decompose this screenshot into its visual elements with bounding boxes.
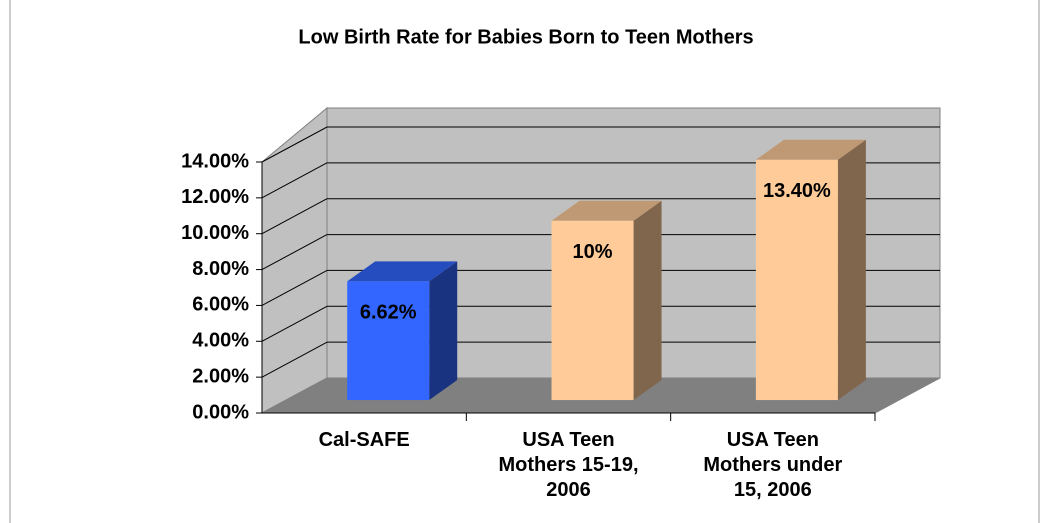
x-tick-label: USA Teen Mothers 15-19, 2006 <box>498 429 639 501</box>
grid-line <box>261 234 328 271</box>
y-tick-label: 14.00% <box>181 150 249 172</box>
value-label: 13.40% <box>763 180 831 202</box>
bar <box>551 220 634 401</box>
grid-line <box>261 341 328 378</box>
bar <box>755 159 838 401</box>
y-tick-label: 6.00% <box>192 294 249 316</box>
grid-line <box>261 162 328 199</box>
grid-line <box>261 198 328 235</box>
bar-top <box>755 139 866 160</box>
bar-side <box>633 200 662 401</box>
bar-top <box>347 261 458 282</box>
y-tick-label: 12.00% <box>181 186 249 208</box>
y-tick-label: 4.00% <box>192 330 249 352</box>
y-tick-label: 2.00% <box>192 365 249 387</box>
bar <box>347 281 430 401</box>
side-wall <box>261 106 328 414</box>
value-label: 6.62% <box>360 302 417 324</box>
y-tick-label: 0.00% <box>192 401 249 423</box>
grid-line <box>261 126 328 163</box>
y-tick-label: 8.00% <box>192 258 249 280</box>
y-tick-label: 10.00% <box>181 222 249 244</box>
grid-line <box>261 269 328 306</box>
x-tick-label: USA Teen Mothers under 15, 2006 <box>703 429 843 501</box>
x-tick-label: Cal-SAFE <box>318 429 410 451</box>
chart-title: Low Birth Rate for Babies Born to Teen M… <box>298 26 753 48</box>
value-label: 10% <box>573 241 613 263</box>
bar-side <box>429 261 458 401</box>
bar-side <box>837 139 866 401</box>
grid-line <box>261 305 328 342</box>
bar-top <box>551 200 662 221</box>
